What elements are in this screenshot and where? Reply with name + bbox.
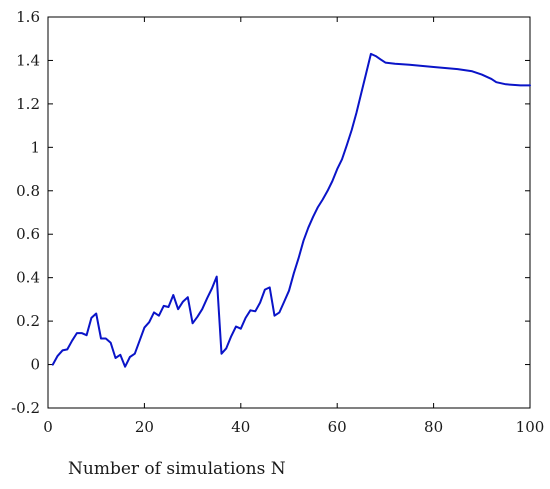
y-tick-label: -0.2 — [11, 399, 40, 417]
y-tick-label: 0.6 — [16, 225, 40, 243]
x-tick-label: 0 — [43, 418, 53, 436]
y-axis: -0.2 0 0.2 0.4 0.6 0.8 1 1.2 1.4 1.6 — [11, 8, 530, 417]
x-tick-label: 100 — [516, 418, 545, 436]
y-tick-label: 1.4 — [16, 51, 40, 69]
x-tick-label: 40 — [231, 418, 250, 436]
x-tick-label: 80 — [424, 418, 443, 436]
y-tick-label: 0.4 — [16, 269, 40, 287]
y-tick-label: 0.8 — [16, 182, 40, 200]
y-tick-label: 0 — [30, 356, 40, 374]
plot-area-frame — [47, 16, 531, 409]
y-tick-label: 1 — [30, 138, 40, 156]
x-tick-label: 20 — [135, 418, 154, 436]
x-axis: 0 20 40 60 80 100 — [43, 17, 544, 436]
data-series-line — [51, 52, 531, 368]
x-axis-title: Number of simulations N — [68, 459, 286, 479]
y-tick-label: 0.2 — [16, 312, 40, 330]
y-tick-label: 1.6 — [16, 8, 40, 26]
y-tick-label: 1.2 — [16, 95, 40, 113]
x-tick-label: 60 — [328, 418, 347, 436]
